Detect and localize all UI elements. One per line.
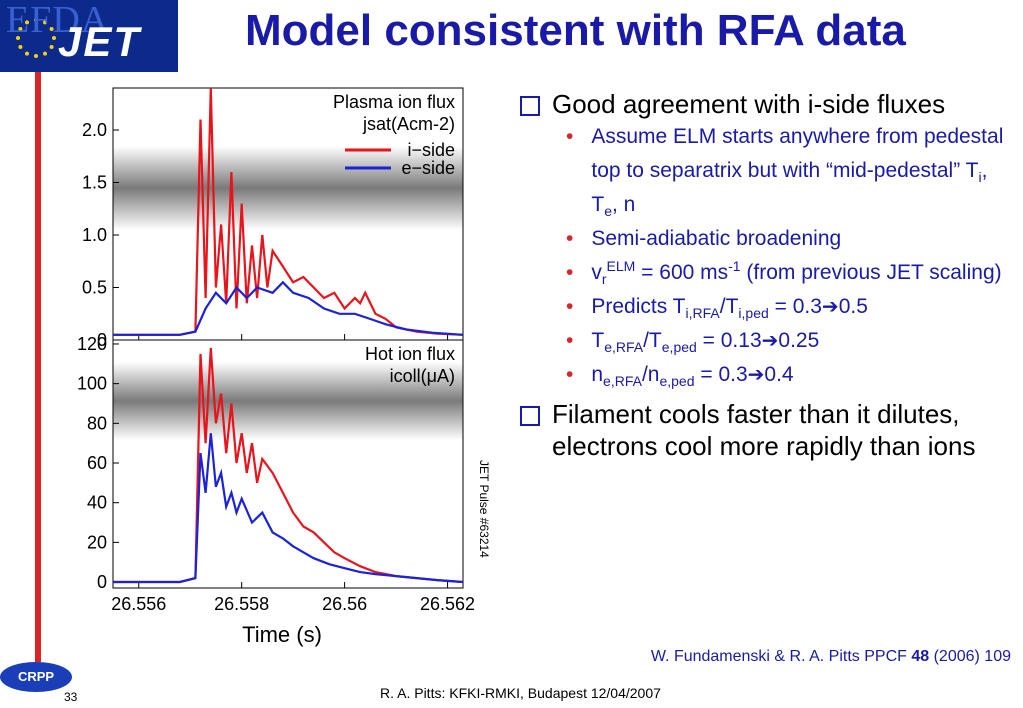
x-tick-label: 26.556 bbox=[111, 594, 166, 614]
y-tick-label: 1.5 bbox=[82, 173, 107, 193]
y-tick-label: 2.0 bbox=[82, 120, 107, 140]
series-line-e-side bbox=[113, 433, 464, 584]
crpp-logo: CRPP bbox=[0, 662, 72, 692]
sub-bullet-text: Predicts Ti,RFA/Ti,ped = 0.3➔0.5 bbox=[591, 295, 868, 322]
arrow-icon: ➔ bbox=[821, 296, 839, 318]
bullet-text: Good agreement with i-side fluxes bbox=[552, 89, 946, 119]
series-line-e-side bbox=[113, 280, 464, 336]
checkbox-bullet-icon bbox=[520, 406, 540, 426]
sub-bullet-velocity: • vrELM = 600 ms-1 (from previous JET sc… bbox=[566, 256, 1010, 290]
checkbox-bullet-icon bbox=[520, 96, 540, 116]
bullet-dot-icon: • bbox=[566, 295, 574, 318]
panel-quantity: icoll(μA) bbox=[390, 366, 455, 386]
bullet-dot-icon: • bbox=[566, 329, 574, 352]
series-line-i-side bbox=[113, 87, 464, 336]
arrow-icon: ➔ bbox=[761, 330, 779, 352]
x-tick-label: 26.558 bbox=[214, 594, 269, 614]
bullet-dot-icon: • bbox=[566, 227, 574, 250]
y-tick-label: 40 bbox=[87, 493, 107, 513]
y-tick-label: 120 bbox=[77, 334, 107, 354]
legend-label-i-side: i−side bbox=[407, 140, 455, 160]
bullet-dot-icon: • bbox=[566, 125, 574, 148]
left-accent-bar bbox=[35, 72, 41, 662]
y-tick-label: 0 bbox=[97, 572, 107, 592]
logo-jet-text: JET bbox=[58, 18, 142, 65]
sub-bullet-ti-ratio: • Predicts Ti,RFA/Ti,ped = 0.3➔0.5 bbox=[566, 290, 1010, 324]
y-tick-label: 1.0 bbox=[82, 225, 107, 245]
series-line-i-side bbox=[113, 347, 464, 584]
shaded-band bbox=[113, 146, 463, 230]
sub-bullet-text: Te,RFA/Te,ped = 0.13➔0.25 bbox=[591, 329, 820, 356]
x-axis-title: Time (s) bbox=[242, 622, 322, 647]
panel-title: Hot ion flux bbox=[365, 344, 455, 364]
page-number: 33 bbox=[64, 690, 78, 704]
arrow-icon: ➔ bbox=[747, 364, 765, 386]
panel-frame bbox=[112, 339, 464, 589]
sub-bullet-ne-ratio: • ne,RFA/ne,ped = 0.3➔0.4 bbox=[566, 358, 1010, 392]
sub-bullet-text: Semi-adiabatic broadening bbox=[591, 227, 842, 250]
shaded-band bbox=[113, 362, 463, 440]
y-tick-label: 20 bbox=[87, 532, 107, 552]
y-tick-label: 60 bbox=[87, 453, 107, 473]
bullet-text: Filament cools faster than it dilutes, e… bbox=[552, 399, 976, 461]
bullet-agreement: Good agreement with i-side fluxes bbox=[520, 88, 1010, 120]
bullet-filament: Filament cools faster than it dilutes, e… bbox=[520, 398, 1010, 462]
efda-jet-logo: EFDA JET bbox=[0, 0, 178, 72]
panel-quantity: jsat(Acm-2) bbox=[362, 114, 455, 134]
y-tick-label: 100 bbox=[77, 374, 107, 394]
footer-text: R. A. Pitts: KFKI-RMKI, Budapest 12/04/2… bbox=[380, 685, 661, 701]
sub-bullet-text: vrELM = 600 ms-1 (from previous JET scal… bbox=[591, 258, 1002, 288]
x-tick-label: 26.562 bbox=[420, 594, 475, 614]
eu-stars-icon bbox=[16, 18, 56, 58]
y-tick-label: 80 bbox=[87, 413, 107, 433]
citation: W. Fundamenski & R. A. Pitts PPCF 48 (20… bbox=[650, 648, 1011, 665]
y-tick-label: 0.5 bbox=[82, 278, 107, 298]
logo-efda-text: EFDA bbox=[6, 0, 110, 41]
panel-title: Plasma ion flux bbox=[333, 92, 455, 112]
bullet-list: Good agreement with i-side fluxes • Assu… bbox=[520, 88, 1010, 462]
rfa-figure: 0 0.5 1.0 1.5 2.0 Plasma ion flux jsat(Acm-2) i… bbox=[60, 80, 505, 655]
sub-bullet-broadening: • Semi-adiabatic broadening bbox=[566, 222, 1010, 256]
x-tick-label: 26.56 bbox=[322, 594, 367, 614]
sub-bullet-text: ne,RFA/ne,ped = 0.3➔0.4 bbox=[591, 363, 794, 390]
sub-bullet-text: Assume ELM starts anywhere from pedestal… bbox=[591, 125, 1004, 220]
slide-title: Model consistent with RFA data bbox=[245, 6, 906, 55]
sub-bullet-te-ratio: • Te,RFA/Te,ped = 0.13➔0.25 bbox=[566, 324, 1010, 358]
pulse-label: JET Pulse #63214 bbox=[477, 460, 491, 558]
y-tick-label: 0 bbox=[97, 330, 107, 350]
legend-label-e-side: e−side bbox=[401, 158, 455, 178]
bullet-dot-icon: • bbox=[566, 261, 574, 284]
bullet-dot-icon: • bbox=[566, 363, 574, 386]
sub-bullet-elm-start: • Assume ELM starts anywhere from pedest… bbox=[566, 120, 1010, 222]
